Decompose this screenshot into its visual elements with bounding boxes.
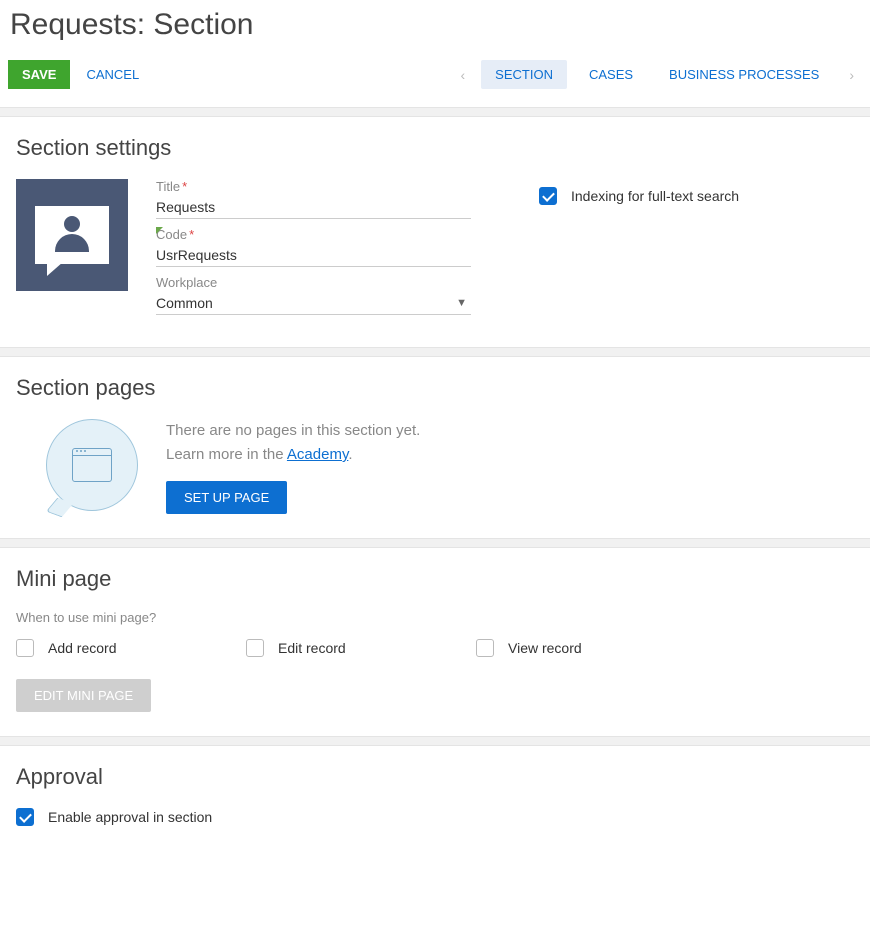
view-record-label: View record xyxy=(508,640,582,656)
window-icon xyxy=(72,448,112,482)
add-record-label: Add record xyxy=(48,640,116,656)
section-approval: Approval Enable approval in section xyxy=(0,746,870,850)
divider xyxy=(0,736,870,746)
page-title: Requests: Section xyxy=(0,0,870,60)
section-pages-heading: Section pages xyxy=(16,375,854,401)
empty-state-line1: There are no pages in this section yet. xyxy=(166,419,420,443)
mini-page-heading: Mini page xyxy=(16,566,854,592)
field-code: Code* xyxy=(156,227,471,267)
section-settings: Section settings Title* Code* Workplace … xyxy=(0,117,870,347)
setup-page-button[interactable]: SET UP PAGE xyxy=(166,481,287,514)
indexing-checkbox[interactable] xyxy=(539,187,557,205)
chevron-down-icon: ▼ xyxy=(456,297,471,309)
title-label: Title* xyxy=(156,179,471,194)
workplace-select[interactable]: Common ▼ xyxy=(156,292,471,315)
chevron-left-icon[interactable]: ‹ xyxy=(453,63,474,87)
code-label: Code* xyxy=(156,227,471,242)
mini-when-label: When to use mini page? xyxy=(16,610,854,625)
code-modified-marker-icon xyxy=(156,227,163,234)
section-pages: Section pages There are no pages in this… xyxy=(0,357,870,538)
field-title: Title* xyxy=(156,179,471,219)
divider xyxy=(0,347,870,357)
view-record-checkbox[interactable] xyxy=(476,639,494,657)
enable-approval-checkbox[interactable] xyxy=(16,808,34,826)
section-icon-tile[interactable] xyxy=(16,179,128,291)
edit-record-label: Edit record xyxy=(278,640,346,656)
empty-state-icon xyxy=(46,419,138,511)
enable-approval-label: Enable approval in section xyxy=(48,809,212,825)
field-workplace: Workplace Common ▼ xyxy=(156,275,471,315)
section-mini-page: Mini page When to use mini page? Add rec… xyxy=(0,548,870,736)
indexing-label: Indexing for full-text search xyxy=(571,188,739,204)
chevron-right-icon[interactable]: › xyxy=(841,63,862,87)
workplace-label: Workplace xyxy=(156,275,471,290)
tab-business-processes[interactable]: BUSINESS PROCESSES xyxy=(655,60,833,89)
divider xyxy=(0,107,870,117)
speech-bubble-icon xyxy=(35,206,109,264)
cancel-button[interactable]: CANCEL xyxy=(70,60,155,89)
tab-section[interactable]: SECTION xyxy=(481,60,567,89)
workplace-value: Common xyxy=(156,295,213,311)
save-button[interactable]: SAVE xyxy=(8,60,70,89)
empty-state-line2: Learn more in the Academy. xyxy=(166,443,420,467)
code-input[interactable] xyxy=(156,244,471,267)
edit-record-checkbox[interactable] xyxy=(246,639,264,657)
section-settings-heading: Section settings xyxy=(16,135,854,161)
academy-link[interactable]: Academy xyxy=(287,446,348,463)
title-input[interactable] xyxy=(156,196,471,219)
approval-heading: Approval xyxy=(16,764,854,790)
add-record-checkbox[interactable] xyxy=(16,639,34,657)
divider xyxy=(0,538,870,548)
tab-nav: ‹ SECTION CASES BUSINESS PROCESSES › xyxy=(453,60,863,89)
tab-cases[interactable]: CASES xyxy=(575,60,647,89)
edit-mini-page-button: EDIT MINI PAGE xyxy=(16,679,151,712)
toolbar: SAVE CANCEL ‹ SECTION CASES BUSINESS PRO… xyxy=(0,60,870,107)
